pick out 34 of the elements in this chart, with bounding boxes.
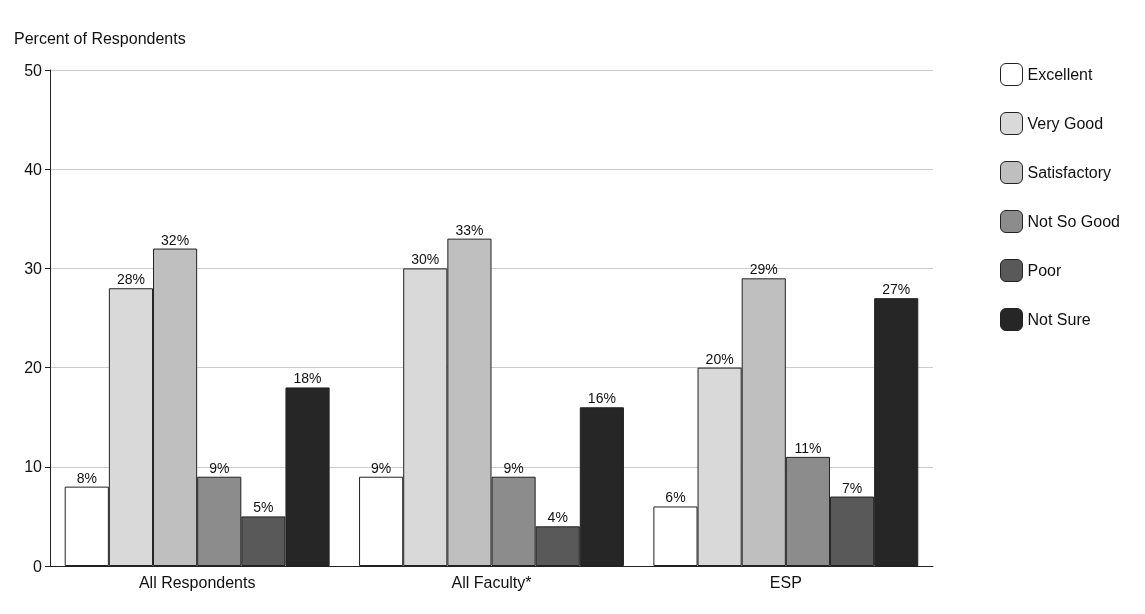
y-tick-label: 10 [24, 458, 43, 476]
legend-label: Not Sure [1027, 311, 1091, 328]
legend-label: Satisfactory [1027, 164, 1112, 181]
data-label: 8% [76, 469, 97, 486]
data-label: 29% [749, 261, 778, 278]
x-tick-label: All Faculty* [451, 573, 532, 591]
data-label: 20% [705, 350, 734, 367]
legend-label: Very Good [1027, 115, 1104, 132]
data-label: 32% [161, 231, 190, 248]
data-label: 9% [503, 459, 524, 476]
y-tick-label: 30 [24, 259, 43, 277]
data-label: 18% [293, 370, 322, 387]
y-tick-label: 20 [24, 359, 43, 377]
data-label: 5% [253, 499, 274, 516]
data-label: 9% [371, 459, 392, 476]
x-tick-label: ESP [769, 573, 802, 591]
legend-label: Poor [1027, 262, 1062, 279]
data-label: 33% [455, 221, 484, 238]
data-label: 7% [841, 479, 863, 496]
y-tick-label: 50 [24, 61, 43, 79]
data-label: 4% [547, 509, 568, 526]
y-axis-title: Percent of Respondents [14, 29, 186, 47]
data-label: 11% [794, 439, 822, 456]
y-tick-label: 40 [24, 160, 43, 178]
data-label: 30% [411, 251, 440, 268]
legend-label: Excellent [1027, 66, 1093, 83]
y-tick-label: 0 [33, 557, 43, 575]
data-label: 9% [209, 459, 230, 476]
data-label: 16% [587, 390, 616, 407]
data-label: 27% [882, 281, 911, 298]
legend-label: Not So Good [1027, 213, 1120, 230]
x-tick-label: All Respondents [138, 573, 256, 591]
data-label: 6% [665, 489, 686, 506]
data-label: 28% [116, 271, 145, 288]
